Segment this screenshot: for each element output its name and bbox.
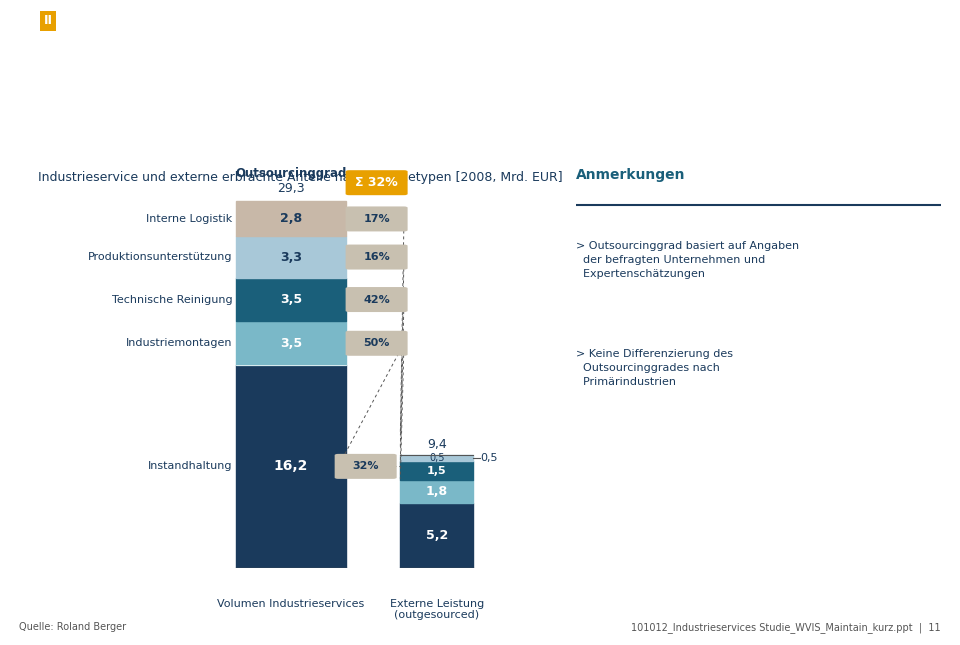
Text: Interne Logistik: Interne Logistik xyxy=(146,214,232,224)
Text: Instandhaltung: Instandhaltung xyxy=(148,461,232,471)
Text: Strategy Consultants: Strategy Consultants xyxy=(845,29,933,38)
Text: 3,3: 3,3 xyxy=(280,250,301,264)
FancyBboxPatch shape xyxy=(346,287,408,312)
Text: 50%: 50% xyxy=(364,338,390,348)
FancyBboxPatch shape xyxy=(346,331,408,356)
FancyBboxPatch shape xyxy=(346,170,408,195)
Bar xyxy=(400,480,473,502)
Text: 16,2: 16,2 xyxy=(274,459,308,473)
Text: 3,5: 3,5 xyxy=(279,293,302,306)
Bar xyxy=(400,455,473,461)
Text: Technische Reinigung: Technische Reinigung xyxy=(112,295,232,304)
Text: Industrieservice und externe erbrachte Anteile nach Servicetypen [2008, Mrd. EUR: Industrieservice und externe erbrachte A… xyxy=(38,171,563,184)
Text: 1,5: 1,5 xyxy=(427,466,446,476)
Bar xyxy=(236,365,346,568)
Text: 3,5: 3,5 xyxy=(279,337,302,350)
Bar xyxy=(236,277,346,321)
FancyBboxPatch shape xyxy=(346,244,408,270)
Text: 1,8: 1,8 xyxy=(425,485,448,498)
FancyBboxPatch shape xyxy=(346,206,408,232)
Text: II: II xyxy=(43,14,53,28)
Bar xyxy=(236,237,346,277)
Bar xyxy=(400,461,473,480)
Bar xyxy=(236,201,346,237)
Text: 17%: 17% xyxy=(363,214,390,224)
Text: 29,3: 29,3 xyxy=(277,182,304,195)
Text: 0,5: 0,5 xyxy=(481,453,498,463)
Text: > Outsourcinggrad basiert auf Angaben
  der befragten Unternehmen und
  Experten: > Outsourcinggrad basiert auf Angaben de… xyxy=(576,241,799,279)
Text: 42%: 42% xyxy=(363,295,390,304)
Text: Outsourcinggrad: Outsourcinggrad xyxy=(235,168,347,181)
Text: 16%: 16% xyxy=(363,252,390,262)
Text: Σ 32%: Σ 32% xyxy=(355,176,398,189)
Text: 32%: 32% xyxy=(352,461,379,471)
Text: 5,2: 5,2 xyxy=(425,529,448,542)
Text: Quelle: Roland Berger: Quelle: Roland Berger xyxy=(19,622,127,632)
Text: Anmerkungen: Anmerkungen xyxy=(576,168,685,182)
Text: 2,8: 2,8 xyxy=(279,212,302,226)
Text: Rund 32% des Volumens wird extern vergeben, Technische
Reinigung und Industriell: Rund 32% des Volumens wird extern vergeb… xyxy=(38,76,707,121)
Text: 0,5: 0,5 xyxy=(429,453,444,463)
Bar xyxy=(236,321,346,365)
Text: Volumen Industrieservices: Volumen Industrieservices xyxy=(217,599,365,609)
Bar xyxy=(400,502,473,568)
Text: Produktionsunterstützung: Produktionsunterstützung xyxy=(88,252,232,262)
Text: Industriemontagen: Industriemontagen xyxy=(126,338,232,348)
Text: 9,4: 9,4 xyxy=(427,439,446,451)
Text: 101012_Industrieservices Studie_WVIS_Maintain_kurz.ppt  |  11: 101012_Industrieservices Studie_WVIS_Mai… xyxy=(631,622,941,633)
Text: Externe Leistung
(outgesourced): Externe Leistung (outgesourced) xyxy=(390,599,484,620)
Text: Roland Berger: Roland Berger xyxy=(845,8,948,21)
Text: > Keine Differenzierung des
  Outsourcinggrades nach
  Primärindustrien: > Keine Differenzierung des Outsourcingg… xyxy=(576,349,733,387)
Text: MARKTMODELL: MARKTMODELL xyxy=(96,14,204,28)
FancyBboxPatch shape xyxy=(335,454,396,479)
